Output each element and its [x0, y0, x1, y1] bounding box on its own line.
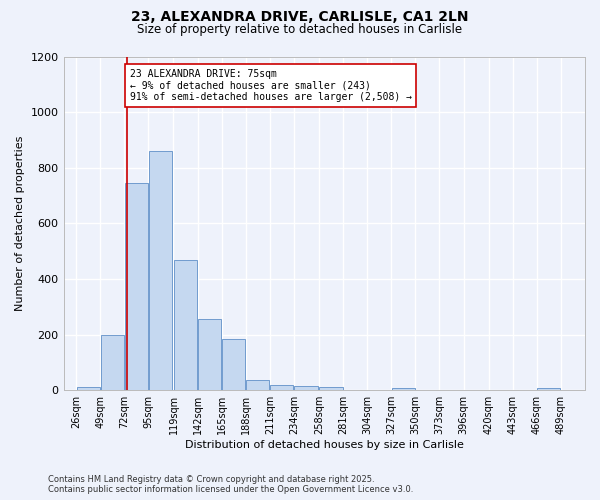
- Bar: [295, 386, 317, 390]
- Bar: [149, 151, 172, 390]
- Y-axis label: Number of detached properties: Number of detached properties: [15, 136, 25, 311]
- Bar: [101, 334, 124, 390]
- Text: 23 ALEXANDRA DRIVE: 75sqm
← 9% of detached houses are smaller (243)
91% of semi-: 23 ALEXANDRA DRIVE: 75sqm ← 9% of detach…: [130, 69, 412, 102]
- Bar: [270, 384, 293, 390]
- Bar: [77, 388, 100, 390]
- Bar: [198, 320, 221, 390]
- Bar: [392, 388, 415, 390]
- X-axis label: Distribution of detached houses by size in Carlisle: Distribution of detached houses by size …: [185, 440, 464, 450]
- Bar: [319, 388, 343, 390]
- Text: Contains HM Land Registry data © Crown copyright and database right 2025.
Contai: Contains HM Land Registry data © Crown c…: [48, 474, 413, 494]
- Bar: [246, 380, 269, 390]
- Text: 23, ALEXANDRA DRIVE, CARLISLE, CA1 2LN: 23, ALEXANDRA DRIVE, CARLISLE, CA1 2LN: [131, 10, 469, 24]
- Text: Size of property relative to detached houses in Carlisle: Size of property relative to detached ho…: [137, 22, 463, 36]
- Bar: [174, 260, 197, 390]
- Bar: [125, 183, 148, 390]
- Bar: [222, 340, 245, 390]
- Bar: [537, 388, 560, 390]
